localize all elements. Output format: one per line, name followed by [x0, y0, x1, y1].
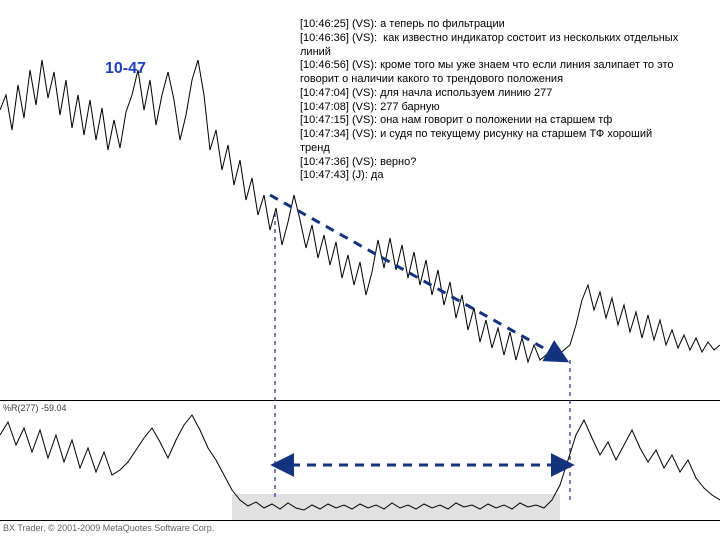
indicator-line — [0, 415, 720, 510]
chat-line: [10:46:56] (VS): кроме того мы уже знаем… — [300, 59, 680, 87]
chat-line: [10:46:25] (VS): а теперь по фильтрации — [300, 18, 680, 32]
chat-line: [10:46:36] (VS): как известно индикатор … — [300, 32, 680, 60]
chat-line: [10:47:15] (VS): она нам говорит о полож… — [300, 114, 680, 128]
trend-arrow — [270, 195, 565, 360]
chat-line: [10:47:08] (VS): 277 барную — [300, 101, 680, 115]
chat-line: [10:47:04] (VS): для начла используем ли… — [300, 87, 680, 101]
chat-line: [10:47:43] (J): да — [300, 169, 680, 183]
chat-line: [10:47:34] (VS): и судя по текущему рису… — [300, 128, 680, 156]
indicator-label: %R(277) -59.04 — [3, 403, 67, 413]
copyright: BX Trader, © 2001-2009 MetaQuotes Softwa… — [3, 523, 214, 533]
label-1047: 10-47 — [105, 60, 146, 78]
figure: 10-47 [10:46:25] (VS): а теперь по фильт… — [0, 0, 720, 540]
chat-transcript: [10:46:25] (VS): а теперь по фильтрации[… — [300, 18, 680, 183]
chat-line: [10:47:36] (VS): верно? — [300, 156, 680, 170]
